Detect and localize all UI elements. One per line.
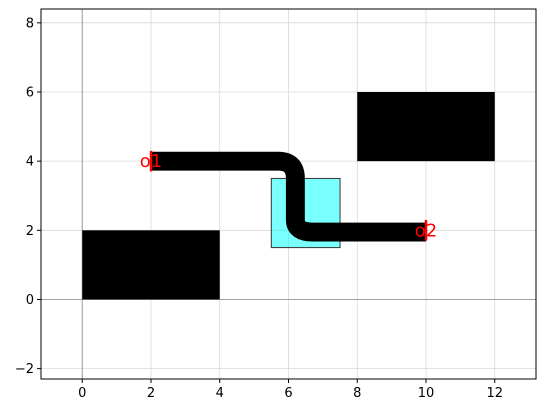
port-label-o1: o1: [140, 151, 162, 172]
shape-layer: [82, 91, 495, 300]
y-tick-label: 8: [26, 16, 34, 31]
x-tick-label: 8: [353, 386, 361, 401]
x-tick-label: 6: [284, 386, 292, 401]
y-tick-label: 2: [26, 224, 34, 239]
y-tick-label: 6: [26, 85, 34, 100]
x-tick-label: 0: [78, 386, 86, 401]
y-tick-label: 0: [26, 293, 34, 308]
port-label-o2: o2: [415, 220, 437, 241]
layout-rectangle-2: [357, 91, 495, 162]
y-tick-label: 4: [26, 155, 34, 170]
route-layer: [151, 151, 426, 242]
port-layer: o1 o2: [140, 150, 437, 241]
x-tick-label: 2: [147, 386, 155, 401]
layout-rectangle-1: [82, 230, 220, 300]
tick-layer: 0 2 4 6 8 10 12 −2 0 2 4 6 8: [15, 16, 503, 401]
waveguide-route: [151, 151, 426, 242]
x-tick-label: 12: [486, 386, 503, 401]
x-tick-label: 4: [216, 386, 224, 401]
x-tick-label: 10: [418, 386, 435, 401]
y-tick-label: −2: [15, 362, 34, 377]
